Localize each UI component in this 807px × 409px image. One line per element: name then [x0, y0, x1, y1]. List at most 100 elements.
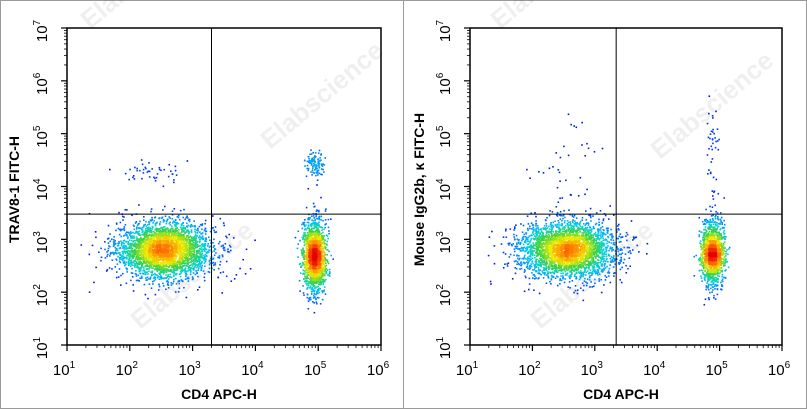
- data-point: [130, 279, 132, 282]
- data-point: [307, 283, 310, 285]
- data-point: [222, 271, 225, 273]
- data-point: [323, 171, 325, 173]
- data-point: [149, 253, 151, 255]
- data-point: [138, 244, 140, 247]
- data-point: [178, 247, 181, 250]
- data-point: [308, 233, 311, 235]
- data-point: [204, 253, 207, 256]
- data-point: [307, 262, 310, 264]
- data-point: [303, 278, 305, 280]
- data-point: [176, 240, 178, 242]
- data-point: [171, 255, 174, 258]
- data-point: [305, 282, 307, 285]
- data-point: [139, 263, 142, 265]
- data-point: [175, 174, 178, 176]
- data-point: [153, 268, 156, 271]
- data-point: [182, 225, 185, 227]
- data-point: [314, 245, 317, 248]
- data-point: [153, 279, 156, 282]
- data-point: [128, 178, 130, 181]
- data-point: [128, 255, 130, 258]
- data-point: [203, 229, 206, 232]
- data-point: [189, 251, 192, 253]
- data-point: [158, 272, 160, 275]
- data-point: [146, 263, 148, 266]
- data-point: [185, 253, 187, 255]
- data-point: [141, 257, 143, 259]
- data-point: [190, 270, 192, 272]
- data-point: [164, 252, 166, 255]
- data-point: [315, 246, 318, 249]
- data-point: [177, 280, 179, 283]
- data-point: [173, 242, 176, 244]
- data-point: [178, 250, 180, 253]
- data-point: [204, 237, 207, 240]
- data-point: [305, 239, 307, 241]
- data-point: [315, 171, 317, 174]
- data-point: [172, 229, 175, 232]
- data-point: [108, 245, 110, 247]
- data-point: [176, 264, 179, 266]
- data-point: [160, 278, 162, 280]
- data-point: [184, 260, 186, 262]
- data-point: [324, 270, 327, 273]
- data-point: [156, 228, 158, 231]
- data-point: [138, 261, 140, 264]
- data-point: [123, 228, 125, 230]
- data-point: [328, 273, 331, 275]
- data-point: [174, 250, 177, 253]
- data-point: [129, 231, 132, 233]
- data-point: [198, 262, 201, 265]
- data-point: [165, 228, 167, 231]
- data-point: [311, 284, 313, 286]
- data-point: [244, 273, 247, 275]
- data-point: [184, 227, 186, 229]
- data-point: [188, 240, 191, 242]
- data-point: [121, 250, 123, 253]
- data-point: [196, 241, 198, 244]
- data-point: [315, 263, 318, 266]
- data-point: [304, 265, 307, 267]
- data-point: [158, 255, 161, 258]
- data-point: [174, 251, 176, 254]
- data-point: [122, 255, 124, 257]
- data-point: [311, 245, 313, 248]
- data-point: [179, 250, 182, 253]
- data-point: [169, 229, 172, 232]
- data-point: [186, 254, 188, 256]
- data-point: [177, 244, 180, 246]
- data-point: [322, 280, 325, 283]
- data-point: [164, 243, 166, 245]
- data-point: [162, 219, 165, 221]
- data-point: [319, 283, 322, 286]
- data-point: [170, 261, 173, 264]
- data-point: [209, 245, 211, 248]
- data-point: [146, 229, 148, 232]
- data-point: [190, 257, 192, 260]
- data-point: [308, 234, 311, 236]
- data-point: [143, 224, 145, 226]
- data-point: [123, 246, 125, 249]
- data-point: [322, 282, 325, 284]
- data-point: [299, 239, 301, 242]
- data-point: [148, 176, 151, 178]
- data-point: [140, 240, 142, 243]
- data-point: [195, 229, 198, 232]
- data-point: [172, 268, 175, 271]
- data-point: [164, 226, 166, 228]
- data-point: [198, 259, 201, 261]
- data-point: [154, 224, 157, 227]
- data-point: [317, 169, 320, 171]
- data-point: [324, 266, 326, 269]
- data-point: [175, 232, 177, 234]
- data-point: [310, 265, 312, 268]
- data-point: [172, 239, 175, 241]
- data-point: [315, 278, 318, 280]
- data-point: [308, 297, 310, 300]
- data-point: [178, 282, 181, 285]
- data-point: [120, 274, 122, 277]
- data-point: [305, 246, 308, 249]
- data-point: [171, 264, 174, 267]
- data-point: [302, 269, 304, 272]
- data-point: [128, 259, 131, 261]
